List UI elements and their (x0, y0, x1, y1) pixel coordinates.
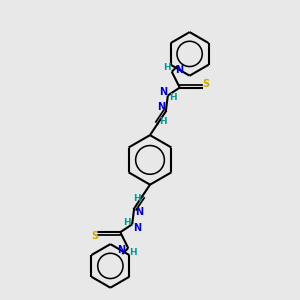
Text: H: H (123, 218, 131, 227)
Text: N: N (159, 86, 167, 97)
Text: H: H (133, 194, 141, 203)
Text: N: N (133, 223, 141, 233)
Text: S: S (202, 79, 209, 88)
Text: N: N (157, 102, 165, 112)
Text: H: H (169, 93, 177, 102)
Text: N: N (175, 65, 183, 75)
Text: H: H (163, 63, 171, 72)
Text: H: H (159, 117, 167, 126)
Text: S: S (91, 231, 98, 241)
Text: H: H (129, 248, 137, 256)
Text: N: N (135, 207, 143, 218)
Text: N: N (117, 245, 125, 255)
